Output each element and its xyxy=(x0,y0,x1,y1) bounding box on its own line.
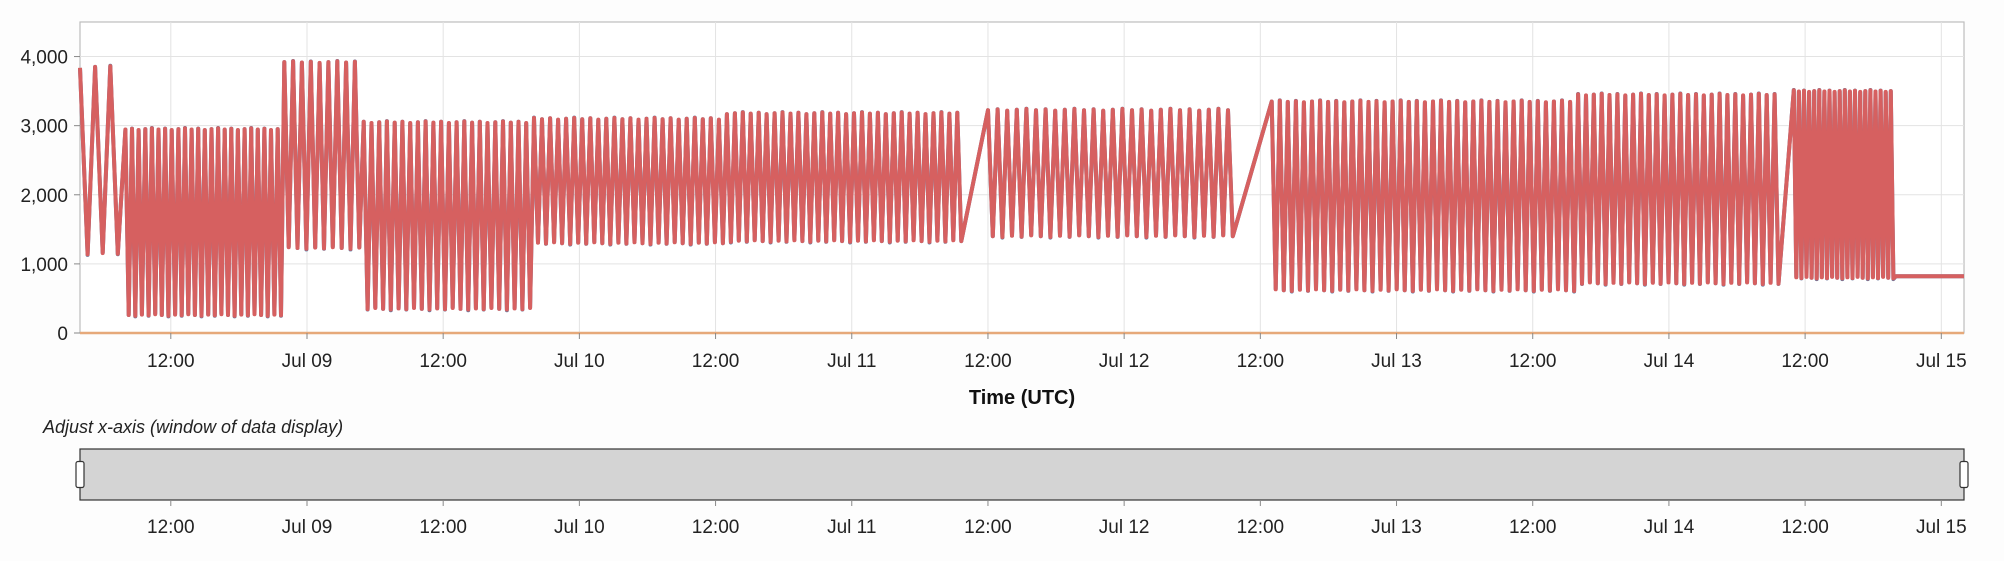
brush-layer[interactable]: 12:00 Jul 09 12:00 Jul 10 12:00 Jul 11 12:00 Ju… xyxy=(75,448,1969,538)
brush-x-tick-label: 12:00 xyxy=(419,517,467,538)
x-tick-label: Jul 13 xyxy=(1371,351,1422,372)
brush-x-tick-label: Jul 09 xyxy=(282,517,333,538)
x-tick-label: Jul 10 xyxy=(554,351,605,372)
plot-layer xyxy=(78,59,1964,335)
x-tick-label: 12:00 xyxy=(1781,351,1829,372)
brush-x-tick-label: 12:00 xyxy=(692,517,740,538)
brush-x-tick-label: 12:00 xyxy=(1237,517,1285,538)
brush-handle-left[interactable] xyxy=(75,460,85,489)
x-tick-label: 12:00 xyxy=(1237,351,1285,372)
y-tick-label: 3,000 xyxy=(20,117,68,138)
x-tick-label: Jul 14 xyxy=(1644,351,1695,372)
series-line-secondary xyxy=(78,59,1964,318)
brush-handle-right[interactable] xyxy=(1959,460,1969,489)
x-tick-label: 12:00 xyxy=(964,351,1012,372)
axis-layer: 12:00 Jul 09 12:00 Jul 10 12:00 Jul 11 12:00 Ju… xyxy=(20,48,1966,372)
x-tick-label: Jul 09 xyxy=(282,351,333,372)
brush-x-tick-label: Jul 13 xyxy=(1371,517,1422,538)
x-tick-label: 12:00 xyxy=(1509,351,1557,372)
y-tick-label: 0 xyxy=(57,324,68,345)
x-tick-label: Jul 12 xyxy=(1099,351,1150,372)
x-tick-label: 12:00 xyxy=(419,351,467,372)
brush-caption: Adjust x-axis (window of data display) xyxy=(42,417,343,437)
brush-x-tick-label: Jul 11 xyxy=(827,517,876,538)
brush-x-tick-label: Jul 15 xyxy=(1916,517,1967,538)
brush-x-tick-label: 12:00 xyxy=(1781,517,1829,538)
y-tick-label: 4,000 xyxy=(20,48,68,69)
brush-x-tick-label: Jul 12 xyxy=(1099,517,1150,538)
brush-window[interactable] xyxy=(79,448,1965,501)
x-tick-label: 12:00 xyxy=(147,351,195,372)
brush-x-tick-label: Jul 10 xyxy=(554,517,605,538)
brush-x-tick-label: 12:00 xyxy=(964,517,1012,538)
y-tick-label: 2,000 xyxy=(20,186,68,207)
y-tick-label: 1,000 xyxy=(20,255,68,276)
x-tick-label: Jul 15 xyxy=(1916,351,1967,372)
x-axis-title: Time (UTC) xyxy=(969,387,1075,409)
x-tick-label: 12:00 xyxy=(692,351,740,372)
brush-x-tick-label: 12:00 xyxy=(1509,517,1557,538)
brush-x-tick-label: Jul 14 xyxy=(1644,517,1695,538)
brush-x-tick-label: 12:00 xyxy=(147,517,195,538)
x-tick-label: Jul 11 xyxy=(827,351,876,372)
